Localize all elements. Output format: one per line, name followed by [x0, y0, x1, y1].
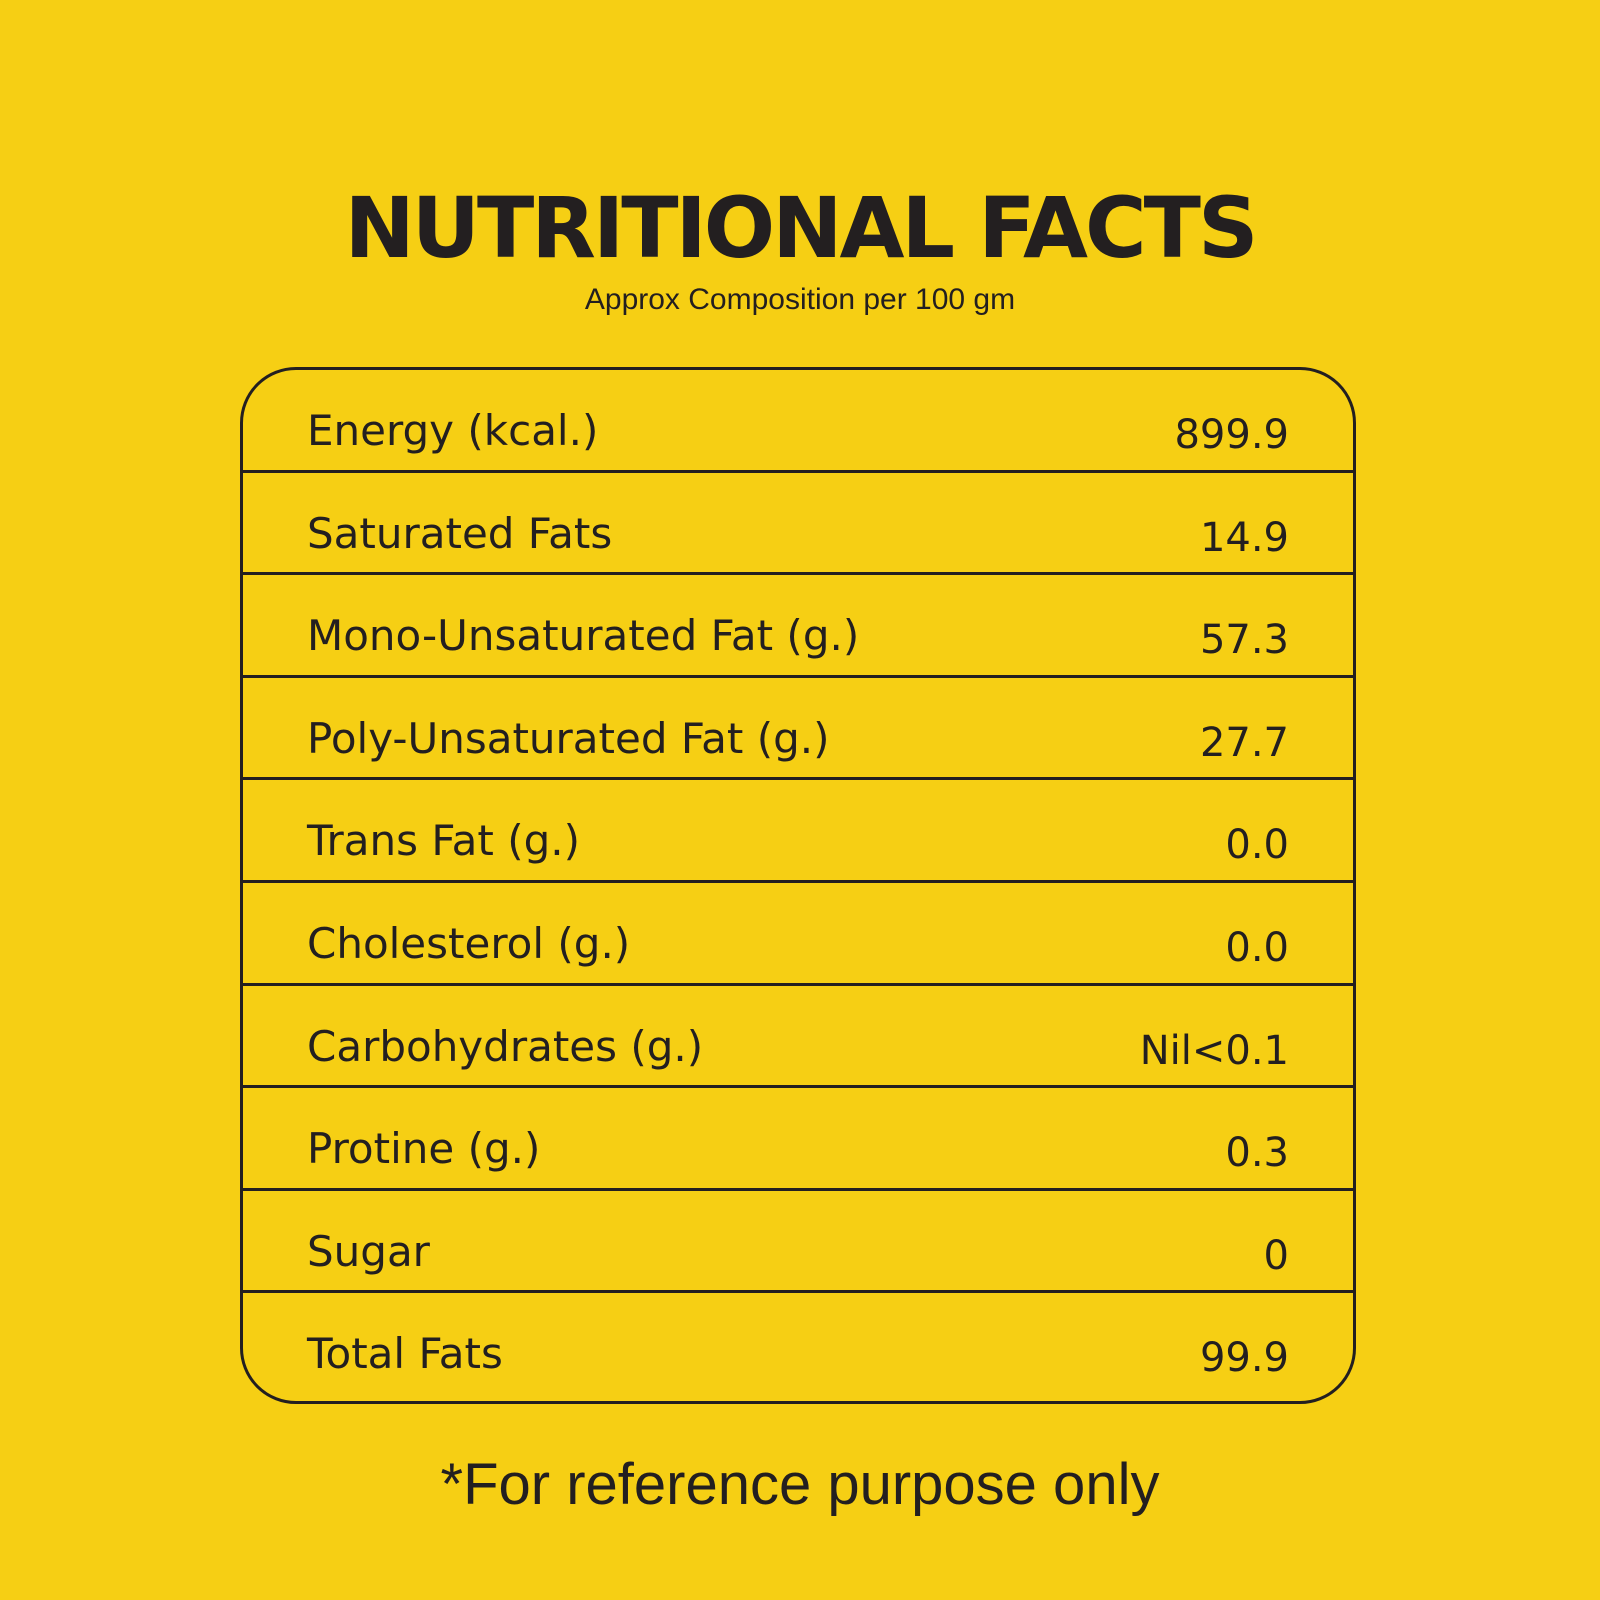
row-value: 0.0: [1225, 924, 1289, 971]
row-label: Protine (g.): [307, 1124, 541, 1174]
row-label: Saturated Fats: [307, 508, 613, 558]
row-value: 0.3: [1225, 1130, 1289, 1177]
row-label: Trans Fat (g.): [307, 816, 580, 866]
row-value: 0: [1263, 1232, 1289, 1279]
row-label: Mono-Unsaturated Fat (g.): [307, 611, 860, 661]
page-subtitle: Approx Composition per 100 gm: [584, 283, 1016, 316]
row-value: 57.3: [1199, 617, 1289, 664]
table-row-protine: Protine (g.) 0.3: [243, 1088, 1353, 1191]
row-value: 14.9: [1199, 514, 1289, 561]
row-label: Poly-Unsaturated Fat (g.): [307, 713, 830, 763]
nutrition-table: Energy (kcal.) 899.9 Saturated Fats 14.9…: [240, 367, 1356, 1404]
table-row-energy: Energy (kcal.) 899.9: [243, 370, 1353, 473]
row-label: Cholesterol (g.): [307, 918, 631, 968]
row-value: 0.0: [1225, 822, 1289, 869]
reference-footnote: *For reference purpose only: [440, 1452, 1160, 1517]
row-label: Carbohydrates (g.): [307, 1021, 704, 1071]
row-value: 99.9: [1199, 1335, 1289, 1382]
page-title: NUTRITIONAL FACTS: [344, 179, 1259, 277]
row-label: Sugar: [307, 1226, 430, 1276]
table-row-trans-fat: Trans Fat (g.) 0.0: [243, 780, 1353, 883]
row-label: Total Fats: [307, 1329, 503, 1379]
row-label: Energy (kcal.): [307, 406, 599, 455]
row-value: Nil<0.1: [1139, 1027, 1289, 1074]
table-row-total-fats: Total Fats 99.9: [243, 1293, 1353, 1396]
table-row-sugar: Sugar 0: [243, 1191, 1353, 1294]
table-row-cholesterol: Cholesterol (g.) 0.0: [243, 883, 1353, 986]
row-value: 899.9: [1174, 412, 1289, 458]
table-row-poly-unsaturated-fat: Poly-Unsaturated Fat (g.) 27.7: [243, 678, 1353, 781]
table-row-carbohydrates: Carbohydrates (g.) Nil<0.1: [243, 986, 1353, 1089]
table-row-mono-unsaturated-fat: Mono-Unsaturated Fat (g.) 57.3: [243, 575, 1353, 678]
table-row-saturated-fats: Saturated Fats 14.9: [243, 473, 1353, 576]
row-value: 27.7: [1199, 719, 1289, 766]
